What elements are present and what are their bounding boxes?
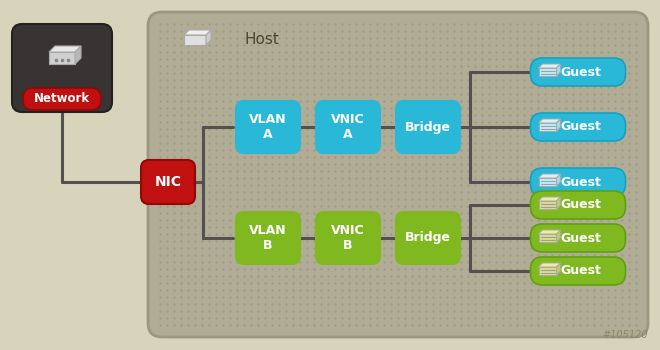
Polygon shape — [539, 64, 560, 68]
Text: Guest: Guest — [560, 198, 601, 211]
Text: Guest: Guest — [560, 231, 601, 245]
Text: NIC: NIC — [154, 175, 182, 189]
FancyBboxPatch shape — [396, 212, 460, 264]
Polygon shape — [556, 263, 560, 275]
Text: VLAN
B: VLAN B — [249, 224, 287, 252]
FancyBboxPatch shape — [531, 113, 626, 141]
Text: Bridge: Bridge — [405, 120, 451, 133]
Polygon shape — [539, 197, 560, 201]
Polygon shape — [539, 234, 556, 242]
FancyBboxPatch shape — [12, 24, 112, 112]
FancyBboxPatch shape — [531, 257, 626, 285]
Polygon shape — [539, 230, 560, 234]
Text: Guest: Guest — [560, 175, 601, 189]
Polygon shape — [556, 119, 560, 131]
Polygon shape — [556, 64, 560, 76]
Polygon shape — [49, 46, 81, 52]
FancyBboxPatch shape — [531, 191, 626, 219]
Polygon shape — [539, 174, 560, 178]
Text: Network: Network — [34, 92, 90, 105]
Text: Bridge: Bridge — [405, 231, 451, 245]
Polygon shape — [184, 35, 206, 45]
Polygon shape — [49, 52, 75, 64]
Text: Guest: Guest — [560, 65, 601, 78]
Text: Host: Host — [245, 33, 280, 48]
FancyBboxPatch shape — [396, 101, 460, 153]
FancyBboxPatch shape — [141, 160, 195, 204]
FancyBboxPatch shape — [148, 12, 648, 337]
Polygon shape — [539, 123, 556, 131]
Polygon shape — [539, 263, 560, 267]
Polygon shape — [184, 30, 211, 35]
Text: Guest: Guest — [560, 120, 601, 133]
FancyBboxPatch shape — [531, 58, 626, 86]
Polygon shape — [206, 30, 211, 45]
Polygon shape — [556, 174, 560, 186]
Polygon shape — [556, 230, 560, 242]
Polygon shape — [539, 119, 560, 123]
FancyBboxPatch shape — [316, 212, 380, 264]
Text: VNIC
B: VNIC B — [331, 224, 365, 252]
FancyBboxPatch shape — [531, 168, 626, 196]
FancyBboxPatch shape — [236, 101, 300, 153]
Polygon shape — [556, 197, 560, 209]
Text: VNIC
A: VNIC A — [331, 113, 365, 141]
FancyBboxPatch shape — [531, 224, 626, 252]
Text: #105120: #105120 — [603, 330, 648, 340]
Text: VLAN
A: VLAN A — [249, 113, 287, 141]
Text: Guest: Guest — [560, 265, 601, 278]
FancyBboxPatch shape — [23, 88, 101, 110]
Polygon shape — [539, 68, 556, 76]
FancyBboxPatch shape — [236, 212, 300, 264]
Polygon shape — [75, 46, 81, 64]
FancyBboxPatch shape — [316, 101, 380, 153]
Polygon shape — [539, 267, 556, 275]
Polygon shape — [539, 201, 556, 209]
Polygon shape — [539, 178, 556, 186]
